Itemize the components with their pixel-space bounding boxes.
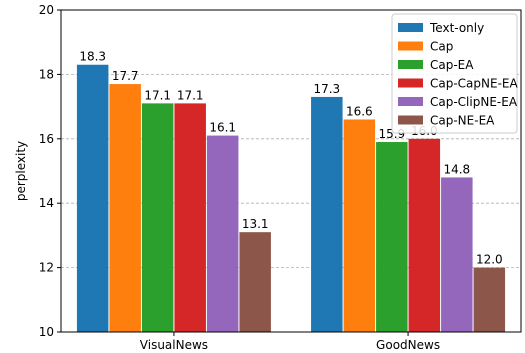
bar-cap-ea bbox=[141, 103, 174, 332]
y-axis-label: perplexity bbox=[14, 141, 28, 201]
legend-entry: Cap-CapNE-EA bbox=[430, 77, 519, 91]
legend-entry: Cap-ClipNE-EA bbox=[430, 95, 518, 109]
bar-text-only bbox=[311, 96, 343, 332]
bar-value-label: 16.1 bbox=[209, 121, 236, 135]
legend-box bbox=[391, 13, 518, 134]
bar-cap-capne-ea bbox=[408, 138, 441, 332]
legend-entry: Cap-NE-EA bbox=[430, 114, 495, 128]
y-tick-label: 12 bbox=[39, 261, 54, 275]
bar-cap bbox=[109, 84, 141, 332]
bar-cap-ne-ea bbox=[239, 232, 271, 332]
bar-cap-clipne-ea bbox=[206, 135, 239, 332]
bars bbox=[76, 64, 506, 333]
legend-swatch bbox=[398, 23, 423, 32]
bar-cap-ea bbox=[376, 142, 408, 332]
y-tick-label: 16 bbox=[39, 132, 54, 146]
bar-value-label: 17.1 bbox=[177, 88, 204, 102]
legend-swatch bbox=[398, 97, 423, 106]
y-axis: 10 12 14 16 18 20 bbox=[39, 3, 61, 339]
y-tick-label: 18 bbox=[39, 67, 54, 81]
legend-entry: Text-only bbox=[429, 21, 484, 35]
legend-swatch bbox=[398, 78, 423, 88]
bar-value-label: 17.3 bbox=[313, 82, 340, 96]
bar-value-label: 13.1 bbox=[242, 217, 269, 231]
y-tick-label: 20 bbox=[39, 3, 54, 17]
plot-frame bbox=[60, 9, 522, 333]
legend-entry: Cap bbox=[430, 40, 453, 54]
bar-cap bbox=[343, 119, 376, 332]
legend-swatch bbox=[398, 60, 423, 69]
bar-value-label: 17.7 bbox=[112, 69, 139, 83]
legend: Text-only Cap Cap-EA Cap-CapNE-EA Cap-ClipNE… bbox=[391, 13, 519, 134]
bar-value-label: 12.0 bbox=[476, 253, 503, 267]
bar-value-label: 18.3 bbox=[79, 50, 106, 64]
legend-entry: Cap-EA bbox=[430, 58, 474, 72]
bar-value-label: 17.1 bbox=[144, 88, 171, 102]
x-axis: VisualNews GoodNews bbox=[140, 332, 440, 352]
bar-value-label: 16.6 bbox=[346, 104, 373, 118]
data-labels: 18.317.717.117.116.113.117.316.615.916.0… bbox=[79, 50, 502, 267]
y-tick-label: 10 bbox=[39, 325, 54, 339]
bar-text-only bbox=[76, 64, 109, 333]
legend-swatch bbox=[398, 115, 423, 125]
x-tick-label: GoodNews bbox=[376, 338, 440, 352]
bar-cap-capne-ea bbox=[174, 103, 206, 332]
y-tick-label: 14 bbox=[39, 196, 54, 210]
legend-swatch bbox=[398, 41, 423, 51]
bar-value-label: 14.8 bbox=[443, 162, 470, 176]
bar-cap-clipne-ea bbox=[441, 177, 473, 332]
bar-cap-ne-ea bbox=[473, 267, 506, 332]
x-tick-label: VisualNews bbox=[140, 338, 208, 352]
